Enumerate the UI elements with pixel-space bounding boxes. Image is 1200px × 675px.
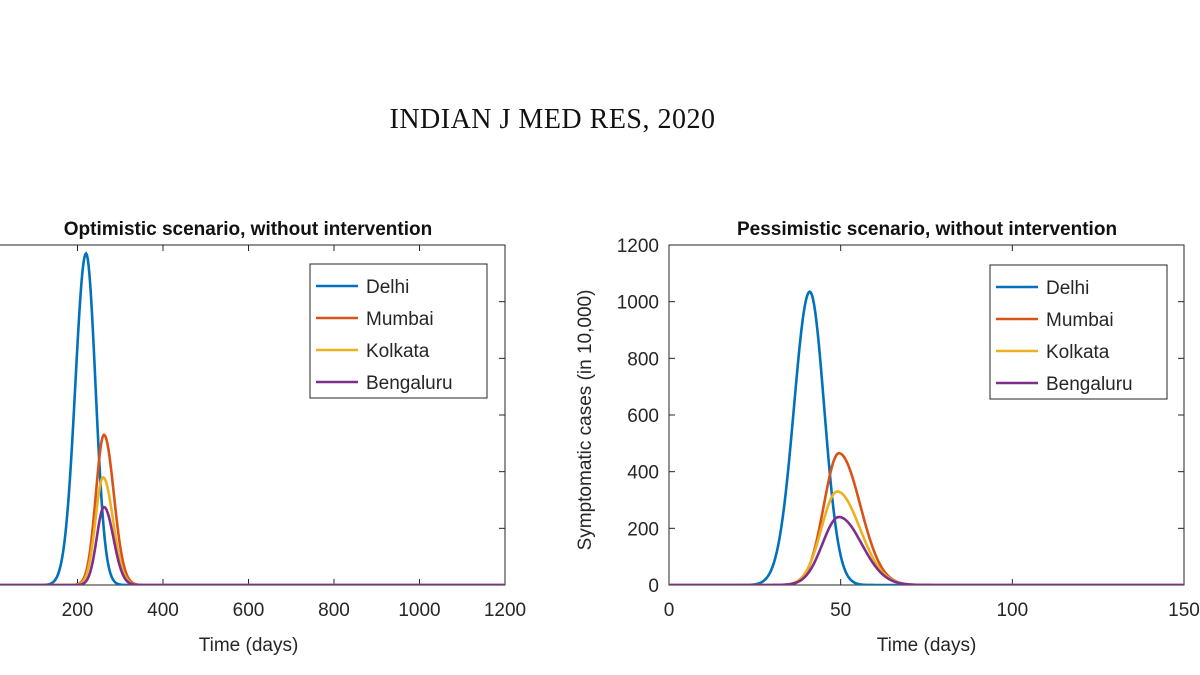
series-line-kolkata <box>669 490 1184 585</box>
x-tick-label: 100 <box>996 600 1028 621</box>
y-axis-label: Symptomatic cases (in 10,000) <box>575 290 596 551</box>
x-tick-label: 50 <box>830 600 851 621</box>
legend-label-kolkata: Kolkata <box>1046 342 1110 363</box>
series-line-mumbai <box>0 433 505 585</box>
x-tick-label: 400 <box>147 600 179 621</box>
legend-label-mumbai: Mumbai <box>1046 310 1114 331</box>
x-axis-label: Time (days) <box>877 635 977 656</box>
legend-label-bengaluru: Bengaluru <box>366 373 453 394</box>
legend-label-delhi: Delhi <box>1046 278 1089 299</box>
legend-label-mumbai: Mumbai <box>366 309 434 330</box>
y-tick-label: 600 <box>627 406 659 427</box>
series-line-bengaluru <box>0 505 505 585</box>
legend-label-kolkata: Kolkata <box>366 341 430 362</box>
pessimistic-panel: Pessimistic scenario, without interventi… <box>575 219 1200 656</box>
y-tick-label: 400 <box>627 463 659 484</box>
series-line-delhi <box>0 251 505 585</box>
legend-label-bengaluru: Bengaluru <box>1046 374 1133 395</box>
series-line-mumbai <box>669 451 1184 585</box>
series-line-kolkata <box>0 475 505 585</box>
x-tick-label: 0 <box>664 600 675 621</box>
x-tick-label: 150 <box>1168 600 1200 621</box>
x-tick-label: 600 <box>233 600 265 621</box>
journal-header: INDIAN J MED RES, 2020 <box>389 104 716 135</box>
x-tick-label: 1000 <box>398 600 440 621</box>
x-tick-label: 800 <box>318 600 350 621</box>
optimistic-panel: Optimistic scenario, without interventio… <box>0 219 526 656</box>
y-tick-label: 1000 <box>617 293 659 314</box>
x-tick-label: 1200 <box>484 600 526 621</box>
y-tick-label: 1200 <box>617 236 659 257</box>
y-tick-label: 800 <box>627 349 659 370</box>
series-line-bengaluru <box>669 515 1184 585</box>
x-axis-label: Time (days) <box>199 635 299 656</box>
chart-title: Optimistic scenario, without interventio… <box>64 219 432 240</box>
y-tick-label: 200 <box>627 519 659 540</box>
chart-title: Pessimistic scenario, without interventi… <box>737 219 1117 240</box>
legend-label-delhi: Delhi <box>366 277 409 298</box>
x-tick-label: 200 <box>62 600 94 621</box>
y-tick-label: 0 <box>648 576 659 597</box>
